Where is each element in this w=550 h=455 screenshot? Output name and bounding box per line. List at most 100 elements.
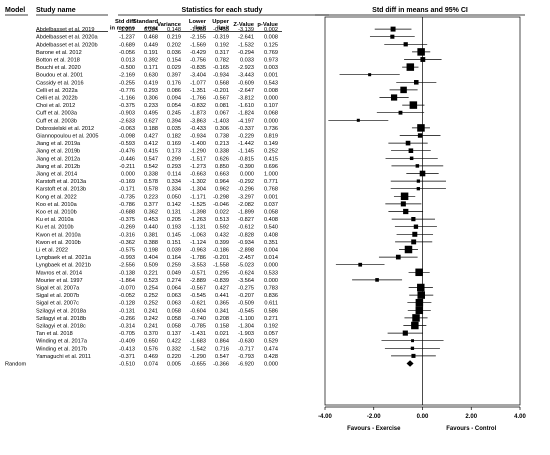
value-se: 0.198 — [144, 248, 158, 254]
study-row: Karstoft et al. 2013a -0.169 0.578 0.334 -1.… — [36, 179, 446, 185]
value-z: 0.000 — [240, 172, 254, 178]
study-name: Celli et al. 2022a — [36, 88, 79, 94]
study-row: Dobrosielski et al. 2012 -0.063 0.188 0.035… — [36, 124, 430, 132]
study-row: Szilagyi et al. 2018a -0.131 0.241 0.058 -0.… — [36, 306, 431, 314]
value-lower: -0.835 — [190, 65, 206, 71]
summary-value-var: 0.005 — [167, 362, 181, 368]
value-upper: -0.453 — [213, 27, 229, 33]
value-smd: -0.138 — [119, 270, 135, 276]
value-se: 0.578 — [144, 187, 158, 193]
value-z: -0.624 — [238, 270, 254, 276]
value-var: 0.334 — [167, 179, 181, 185]
study-name: Abdelbasset et al. 2020a — [36, 35, 98, 41]
value-smd: -0.131 — [119, 308, 135, 314]
value-p: 0.003 — [264, 65, 278, 71]
value-p: 0.474 — [264, 346, 278, 352]
study-row: Kong et al. 2022 -0.735 0.223 0.050 -1.171 -0… — [36, 192, 416, 200]
value-se: 0.630 — [144, 73, 158, 79]
effect-square — [411, 353, 416, 358]
value-upper: 0.067 — [215, 111, 229, 117]
study-name: Jiang et al. 2012a — [36, 156, 81, 162]
value-p: 0.037 — [264, 202, 278, 208]
value-var: 0.332 — [167, 346, 181, 352]
study-row: Sigal et al. 2007b -0.052 0.252 0.063 -0.545… — [36, 291, 434, 299]
value-lower: -1.683 — [190, 339, 206, 345]
col-header-lower: Lower — [189, 19, 207, 25]
effect-square — [415, 164, 420, 168]
value-upper: 0.081 — [215, 103, 229, 109]
value-p: 0.014 — [264, 255, 278, 261]
study-name: Boudou et al. 2001 — [36, 73, 83, 79]
study-row: Jiang et al. 2019b -0.476 0.415 0.173 -1.290… — [36, 148, 431, 155]
value-smd: 0.013 — [121, 58, 135, 64]
value-se: 0.252 — [144, 301, 158, 307]
study-row: Koo et al. 2010b -0.688 0.362 0.131 -1.398 0.… — [36, 208, 424, 216]
value-upper: 0.626 — [215, 156, 229, 162]
value-smd: -0.689 — [119, 42, 135, 48]
col-header-se: error — [144, 26, 158, 32]
study-name: Jiang et al. 2012b — [36, 164, 80, 170]
study-row: Botton et al. 2018 0.013 0.392 0.154 -0.756 0… — [36, 57, 442, 64]
value-var: 0.334 — [167, 187, 181, 193]
value-z: -1.304 — [238, 324, 254, 330]
value-se: 0.384 — [144, 27, 158, 33]
effect-square — [410, 346, 415, 350]
value-se: 0.495 — [144, 111, 158, 117]
value-z: 0.033 — [240, 58, 254, 64]
value-smd: -0.063 — [119, 126, 135, 132]
value-z: -0.717 — [238, 346, 254, 352]
value-z: -0.337 — [238, 126, 254, 132]
value-var: 0.176 — [167, 80, 181, 86]
study-name: Mourier et al. 1997 — [36, 278, 83, 284]
value-var: 0.274 — [167, 278, 181, 284]
value-p: 0.192 — [264, 324, 278, 330]
study-name: Dobrosielski et al. 2012 — [36, 126, 94, 132]
value-z: -1.145 — [238, 149, 254, 155]
value-var: 0.137 — [167, 331, 181, 337]
value-se: 0.188 — [144, 126, 158, 132]
value-lower: -1.351 — [190, 88, 206, 94]
value-se: 0.377 — [144, 202, 158, 208]
value-upper: 0.158 — [215, 324, 229, 330]
value-lower: -3.863 — [190, 118, 206, 124]
effect-square — [390, 26, 396, 32]
value-se: 0.241 — [144, 308, 158, 314]
value-upper: 0.738 — [215, 134, 229, 140]
value-z: -1.899 — [238, 210, 254, 216]
value-p: 0.533 — [264, 270, 278, 276]
value-p: 0.696 — [264, 164, 278, 170]
value-se: 0.627 — [144, 118, 158, 124]
value-var: 0.058 — [167, 308, 181, 314]
study-row: Abdelbasset et al. 2020a -1.237 0.468 0.219… — [36, 34, 415, 41]
study-name: Kwon et al. 2010a — [36, 232, 82, 238]
value-var: 0.202 — [167, 42, 181, 48]
value-lower: -1.063 — [190, 232, 206, 238]
value-upper: 0.782 — [215, 58, 229, 64]
value-smd: -0.446 — [119, 156, 135, 162]
value-p: 0.769 — [264, 50, 278, 56]
value-z: -1.824 — [238, 111, 254, 117]
col-header-var: Variance — [157, 22, 182, 28]
value-lower: -1.302 — [190, 179, 206, 185]
value-upper: 0.022 — [215, 210, 229, 216]
study-row: Kwon et al. 2010b -0.362 0.388 0.151 -1.124 0… — [36, 239, 433, 246]
effect-square — [417, 124, 425, 132]
value-lower: -1.431 — [190, 331, 206, 337]
plot-group-header: Std diff in means and 95% CI — [372, 7, 468, 14]
model-header: Model — [5, 7, 25, 14]
effect-square — [417, 48, 425, 56]
value-p: 0.001 — [264, 194, 278, 200]
value-smd: -0.098 — [119, 134, 135, 140]
study-row: Mourier et al. 1997 -1.864 0.523 0.274 -2.88… — [36, 278, 403, 284]
value-p: 0.125 — [264, 42, 278, 48]
value-smd: -0.375 — [119, 217, 135, 223]
study-row: Winding et al. 2017b -0.413 0.576 0.332 -1.5… — [36, 346, 440, 352]
study-name: Karstoft et al. 2013b — [36, 187, 86, 193]
value-se: 0.415 — [144, 149, 158, 155]
value-smd: -0.052 — [119, 293, 135, 299]
value-se: 0.254 — [144, 286, 158, 292]
value-var: 0.220 — [167, 354, 181, 360]
value-se: 0.223 — [144, 194, 158, 200]
value-lower: -0.545 — [190, 293, 206, 299]
value-var: 0.058 — [167, 324, 181, 330]
